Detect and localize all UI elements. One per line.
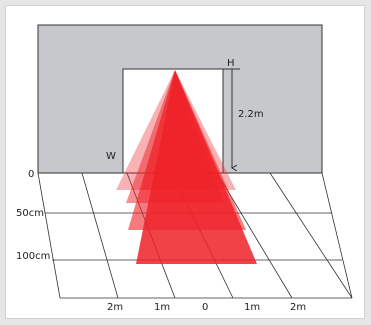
- depth-label: 50cm: [16, 208, 44, 219]
- beam-cone: [136, 70, 257, 264]
- depth-label: 0: [28, 169, 34, 180]
- height-dimension: [223, 68, 240, 168]
- width-label: 1m: [154, 302, 170, 313]
- depth-label: 100cm: [16, 251, 50, 262]
- beam-cones: [116, 70, 257, 264]
- width-marker-label: W: [106, 151, 116, 162]
- width-label: 2m: [107, 302, 123, 313]
- height-marker-label: H: [227, 58, 235, 69]
- height-value-label: 2.2m: [238, 109, 264, 120]
- width-label: 1m: [244, 302, 260, 313]
- width-label: 2m: [290, 302, 306, 313]
- width-label: 0: [202, 302, 208, 313]
